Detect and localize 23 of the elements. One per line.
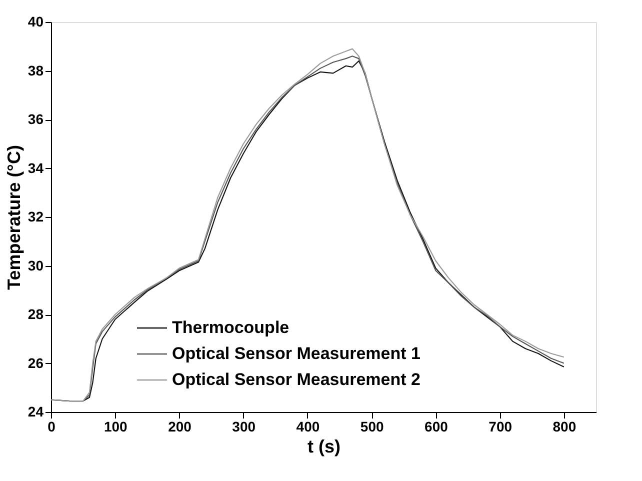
y-tick-label: 32 [28,208,44,224]
x-tick-label: 700 [488,418,512,434]
y-tick-label: 34 [28,160,44,176]
y-tick-label: 36 [28,111,44,127]
x-tick-label: 300 [232,418,256,434]
legend-label: Optical Sensor Measurement 2 [172,370,420,389]
y-tick-label: 24 [28,404,44,420]
legend-label: Optical Sensor Measurement 1 [172,344,420,363]
x-tick-label: 600 [424,418,448,434]
y-tick-label: 30 [28,257,44,274]
y-tick-label: 38 [28,62,44,78]
x-tick-label: 400 [296,418,320,434]
x-axis-title: t (s) [308,436,340,456]
x-tick-label: 800 [552,418,576,434]
x-tick-label: 200 [168,418,192,434]
legend-label: Thermocouple [172,318,290,337]
y-axis-title: Temperature (°C) [4,145,24,290]
y-tick-label: 40 [28,14,44,30]
y-tick-label: 26 [28,354,44,371]
y-tick-label: 28 [28,306,44,322]
x-tick-label: 100 [104,418,128,434]
x-tick-label: 0 [48,418,56,434]
x-tick-label: 500 [360,418,384,434]
